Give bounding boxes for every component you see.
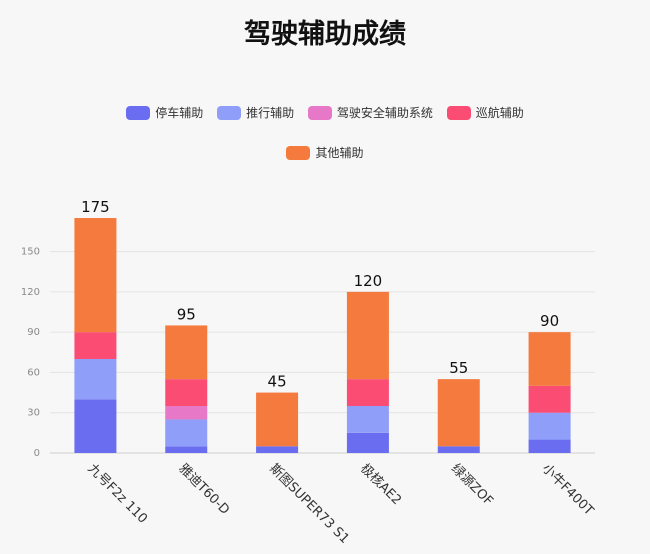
chart-title: 驾驶辅助成绩	[244, 19, 406, 50]
legend-item-parking[interactable]: 停车辅助	[126, 104, 203, 121]
y-tick-label: 0	[34, 448, 40, 459]
x-tick-label: 极核AE2	[357, 461, 404, 508]
bar-segment[interactable]	[165, 379, 208, 406]
bar-segment[interactable]	[528, 412, 571, 440]
bar-segment[interactable]	[165, 419, 208, 447]
bar-segment[interactable]	[165, 406, 208, 420]
y-tick-label: 60	[27, 367, 40, 378]
legend-row-2: 其他辅助	[0, 144, 650, 163]
legend-swatch	[446, 105, 471, 120]
bar-segment[interactable]	[346, 379, 389, 406]
bar-segment[interactable]	[346, 406, 389, 433]
total-label: 175	[81, 198, 110, 216]
y-tick-label: 30	[27, 408, 40, 419]
bar-segment[interactable]	[256, 446, 299, 453]
bar-segment[interactable]	[74, 399, 117, 453]
total-label: 90	[540, 312, 559, 330]
total-label: 45	[268, 373, 287, 391]
legend-item-cruise[interactable]: 巡航辅助	[446, 104, 524, 121]
bar-segment[interactable]	[256, 392, 299, 447]
bar-segment[interactable]	[165, 325, 208, 380]
legend-swatch	[217, 105, 242, 120]
bar-segment[interactable]	[528, 385, 571, 413]
bar-segment[interactable]	[74, 359, 117, 400]
legend-label: 其他辅助	[315, 146, 364, 160]
bar-segment[interactable]	[74, 218, 117, 333]
legend-swatch	[286, 145, 311, 160]
legend-swatch	[307, 105, 332, 120]
legend-swatch	[126, 105, 151, 120]
y-tick-label: 120	[21, 287, 40, 298]
bar-segment[interactable]	[437, 446, 480, 453]
legend: 停车辅助 推行辅助 驾驶安全辅助系统 巡航辅助	[0, 104, 650, 123]
bar-segment[interactable]	[437, 379, 480, 447]
x-tick-label: 小牛F400T	[539, 461, 596, 518]
legend-label: 巡航辅助	[475, 106, 524, 120]
bar-segment[interactable]	[346, 291, 389, 380]
legend-item-safety[interactable]: 驾驶安全辅助系统	[307, 104, 433, 121]
total-label: 55	[449, 359, 468, 377]
y-tick-label: 90	[27, 327, 40, 338]
bar-segment[interactable]	[528, 439, 571, 453]
x-tick-label: 九号F2z 110	[85, 461, 150, 526]
legend-label: 推行辅助	[246, 106, 295, 120]
total-label: 120	[354, 272, 383, 290]
bar-segment[interactable]	[528, 332, 571, 386]
x-tick-label: 斯图SUPER73 S1	[266, 461, 352, 547]
legend-label: 驾驶安全辅助系统	[336, 106, 433, 120]
bar-segment[interactable]	[74, 332, 117, 359]
x-tick-label: 绿源ZOF	[448, 461, 496, 509]
bar-segment[interactable]	[165, 446, 208, 453]
x-tick-label: 雅迪T60-D	[175, 461, 232, 518]
legend-label: 停车辅助	[155, 106, 204, 120]
total-label: 95	[177, 305, 196, 323]
legend-item-push[interactable]: 推行辅助	[217, 104, 294, 121]
legend-item-other[interactable]: 其他辅助	[286, 144, 364, 161]
y-tick-label: 150	[21, 247, 40, 258]
bar-segment[interactable]	[346, 432, 389, 453]
